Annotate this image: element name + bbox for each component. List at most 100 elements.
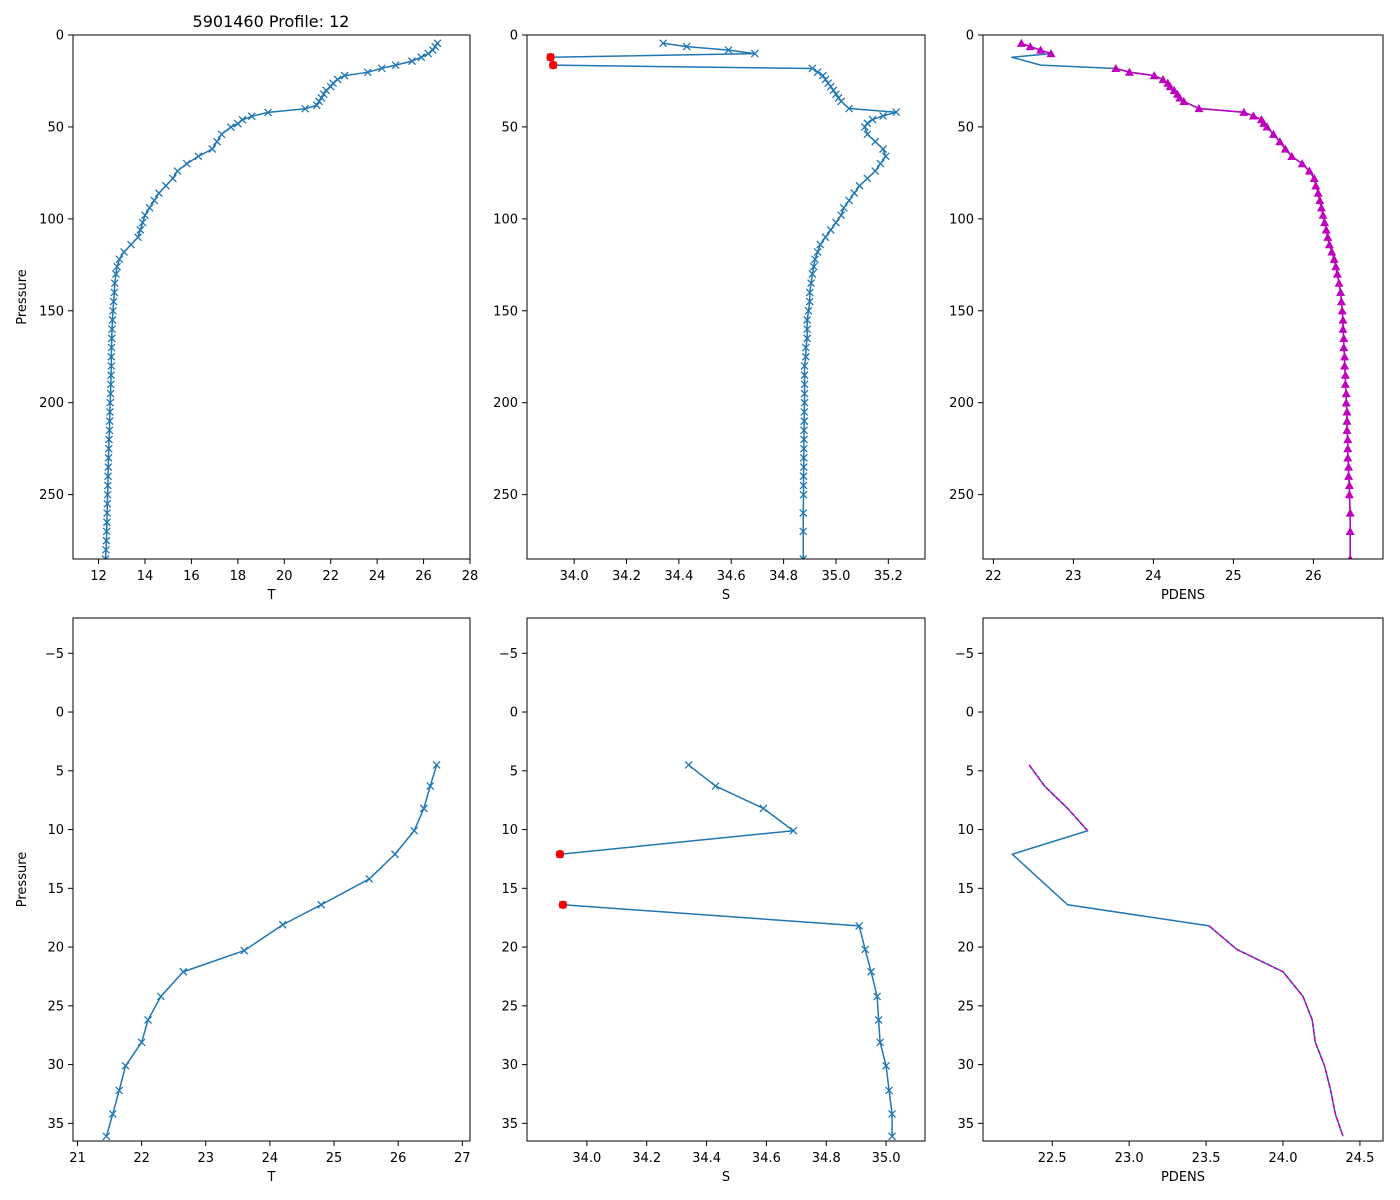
- data-point-marker: [1340, 370, 1350, 379]
- data-point-marker: [863, 119, 872, 128]
- y-tick-label: 5: [966, 764, 974, 779]
- data-point-marker: [144, 1015, 152, 1024]
- y-tick-label: 100: [493, 212, 518, 227]
- data-point-marker: [863, 130, 872, 139]
- data-point-marker: [1343, 453, 1353, 462]
- data-point-marker: [109, 297, 118, 306]
- data-point-marker: [1337, 306, 1347, 315]
- y-tick-label: 150: [493, 304, 518, 319]
- data-point-marker: [428, 46, 437, 55]
- y-tick-label: 10: [47, 823, 64, 838]
- data-point-marker: [799, 481, 808, 490]
- panels: 12 14 16 18 20 22 24 26 28050100150200250TPressu…: [15, 29, 1384, 1185]
- data-point-marker: [1344, 471, 1354, 480]
- data-point-marker: [837, 97, 846, 106]
- data-point-marker: [1316, 203, 1326, 212]
- data-point-marker: [1321, 225, 1331, 234]
- data-point-marker: [803, 325, 812, 334]
- x-axis-label: PDENS: [1161, 1170, 1205, 1185]
- data-point-marker: [855, 181, 864, 190]
- x-tick-label: 34.0: [572, 1151, 601, 1166]
- data-point-marker: [107, 343, 116, 352]
- y-tick-label: 20: [501, 941, 518, 956]
- data-point-marker: [832, 90, 840, 99]
- x-tick-label: 24.0: [1269, 1151, 1298, 1166]
- data-point-marker: [837, 211, 846, 220]
- y-tick-label: 10: [957, 823, 974, 838]
- data-point-marker: [1165, 82, 1175, 91]
- data-point-marker: [799, 527, 808, 536]
- data-point-marker: [391, 61, 400, 70]
- data-point-marker: [107, 352, 116, 361]
- axes-frame: [72, 617, 471, 1142]
- data-point-marker: [750, 49, 759, 58]
- data-point-marker: [711, 782, 720, 791]
- data-point-marker: [885, 1086, 894, 1095]
- y-tick-label: 250: [39, 488, 64, 503]
- data-point-marker: [1149, 71, 1159, 80]
- y-tick-label: 200: [493, 396, 518, 411]
- plot-area: [555, 760, 897, 1141]
- x-tick-label: 23.5: [1192, 1151, 1221, 1166]
- data-point-marker: [800, 361, 809, 370]
- data-point-marker: [173, 167, 182, 176]
- x-tick-label: 16: [183, 569, 200, 584]
- x-tick-label: 24.5: [1345, 1151, 1374, 1166]
- flagged-point-marker: [546, 53, 555, 62]
- data-point-marker: [799, 453, 808, 462]
- data-point-marker: [217, 130, 226, 139]
- x-tick-label: 22: [133, 1151, 150, 1166]
- data-point-marker: [807, 279, 816, 288]
- data-point-marker: [426, 782, 435, 791]
- data-point-marker: [365, 874, 374, 883]
- y-tick-label: 0: [510, 29, 518, 44]
- series-t: [102, 760, 441, 1141]
- x-tick-label: 23: [1065, 569, 1082, 584]
- data-point-marker: [801, 343, 810, 352]
- data-point-marker: [879, 111, 888, 120]
- data-point-marker: [1262, 122, 1272, 131]
- data-point-marker: [871, 137, 880, 146]
- data-point-marker: [800, 371, 809, 380]
- data-point-marker: [799, 555, 808, 559]
- y-tick-label: 5: [56, 764, 64, 779]
- data-point-marker: [168, 174, 177, 183]
- data-point-marker: [1338, 324, 1348, 333]
- series-pdens-masked--line: [1028, 764, 1344, 1137]
- data-point-marker: [804, 306, 813, 315]
- data-point-marker: [1329, 254, 1339, 263]
- y-tick-label: 0: [56, 29, 64, 44]
- x-axis-label: PDENS: [1161, 588, 1205, 603]
- data-point-marker: [1268, 129, 1278, 138]
- data-point-marker: [1343, 444, 1353, 453]
- axes-frame: [526, 34, 926, 560]
- data-point-marker: [1327, 247, 1337, 256]
- series-pdens-masked-: [1028, 764, 1344, 1137]
- data-point-marker: [115, 255, 124, 264]
- data-point-marker: [845, 104, 854, 113]
- data-point-marker: [1311, 181, 1321, 190]
- data-point-marker: [145, 203, 154, 212]
- data-point-marker: [315, 97, 324, 106]
- x-tick-label: 24: [262, 1151, 279, 1166]
- data-point-marker: [871, 167, 880, 176]
- panel-bottom-left: 21 22 23 24 25 26 27 −5 0 5 10 15 20 25 30 35 T Pressure: [15, 617, 471, 1185]
- data-point-marker: [659, 39, 668, 48]
- data-point-marker: [800, 398, 809, 407]
- data-point-marker: [724, 46, 733, 55]
- panel-top-middle: 34.0 34.2 34.4 34.6 34.8 35.0 35.2 0 50 100 150 200…: [493, 29, 926, 603]
- data-point-marker: [113, 262, 122, 271]
- data-point-marker: [247, 112, 256, 121]
- data-point-marker: [103, 490, 112, 499]
- data-point-marker: [110, 288, 119, 297]
- data-point-marker: [1342, 407, 1352, 416]
- data-point-marker: [1304, 166, 1314, 175]
- data-point-marker: [106, 380, 115, 389]
- series-t: [101, 39, 442, 559]
- data-point-marker: [1345, 526, 1355, 536]
- data-point-marker: [888, 1110, 897, 1118]
- data-point-marker: [326, 82, 335, 91]
- x-tick-label: 34.6: [717, 569, 746, 584]
- data-point-marker: [317, 900, 326, 909]
- data-point-marker: [108, 325, 116, 334]
